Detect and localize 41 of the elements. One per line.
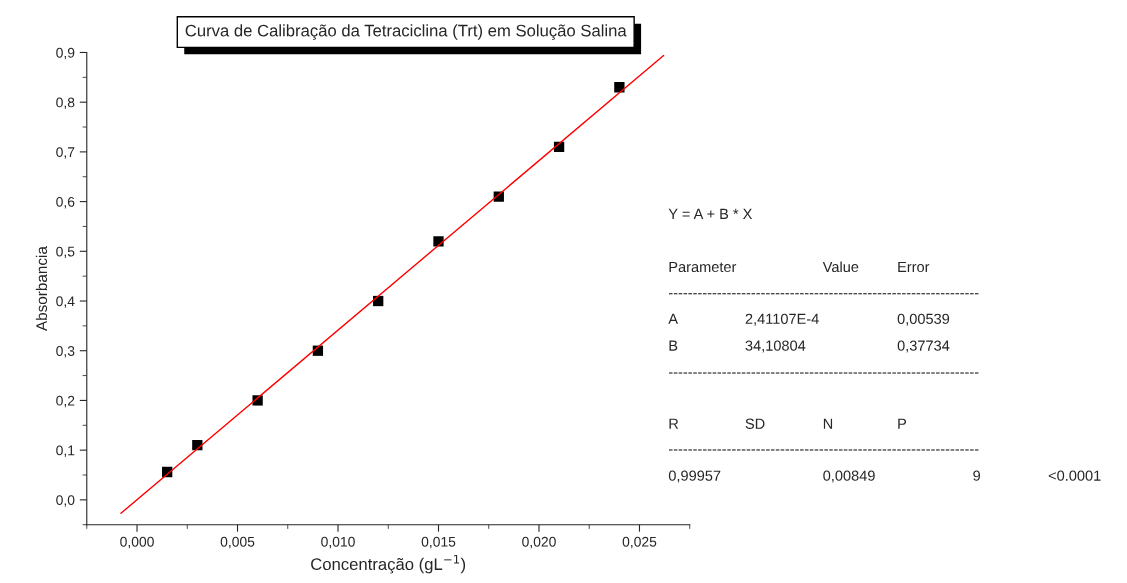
x-tick-label: 0,000 — [120, 536, 154, 549]
annotation: Y = A + B * X — [668, 208, 753, 219]
annotation: 0,99957 — [668, 470, 721, 483]
y-tick-label: 0,6 — [56, 196, 75, 209]
x-tick-label: 0,005 — [220, 536, 255, 549]
text: Error — [898, 261, 930, 273]
y-tick-label: 0,1 — [56, 445, 75, 457]
x-axis-title: Concentração (gL$^{−1}$) — [311, 555, 466, 574]
annotation: B — [669, 340, 678, 351]
y-tick-label: 0,9 — [56, 47, 75, 60]
y-tick-label: 0,3 — [56, 346, 75, 358]
annotation: R — [669, 418, 679, 429]
y-tick-label: 0,4 — [56, 296, 75, 308]
text: 2,41107E-4 — [745, 313, 819, 326]
annotation: A — [668, 313, 679, 324]
y-tick-label: 0,0 — [56, 495, 75, 507]
annotation: ---------------------------------------------------------------- — [668, 449, 979, 451]
text: 0,37734 — [897, 340, 950, 353]
x-tick-label: 0,025 — [622, 536, 657, 549]
text: 34,10804 — [745, 340, 806, 353]
y-tick-label: 0,7 — [56, 147, 75, 159]
y-tick-label: 0,5 — [56, 246, 75, 259]
x-tick-label: 0,020 — [522, 536, 556, 549]
text: 9 — [973, 470, 981, 481]
y-tick-label: 0,8 — [56, 97, 75, 109]
annotation: ---------------------------------------------------------------- — [668, 293, 979, 295]
chart-title: Curva de Calibração da Tetraciclina (Trt) em Solução Salina — [185, 24, 627, 40]
annotation: Parameter — [669, 261, 737, 273]
x-tick-label: 0,015 — [421, 536, 456, 549]
y-axis-title: Absorbancia — [35, 246, 48, 332]
text: 0,00849 — [823, 470, 875, 483]
text: 0,00539 — [897, 313, 950, 326]
text: SD — [745, 418, 765, 429]
text: <0.0001 — [1048, 470, 1101, 481]
point — [614, 82, 625, 93]
y-tick-label: 0,2 — [56, 395, 75, 408]
text: N — [823, 418, 833, 429]
text: Value — [822, 261, 859, 273]
x-tick-label: 0,010 — [321, 536, 355, 549]
text: P — [898, 418, 907, 429]
annotation: ---------------------------------------------------------------- — [668, 372, 979, 374]
